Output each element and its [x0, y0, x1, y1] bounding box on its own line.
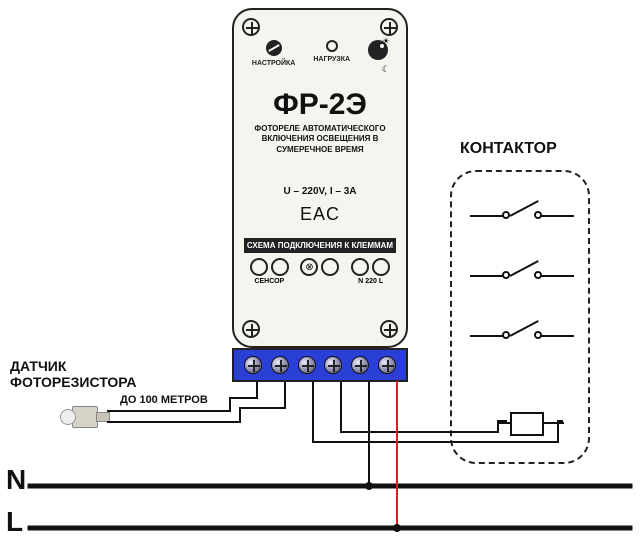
device-controls: НАСТРОЙКА НАГРУЗКА: [234, 40, 406, 67]
terminal-screw: [351, 356, 369, 374]
legend-circle: [250, 258, 268, 276]
adjust-label: НАСТРОЙКА: [252, 60, 295, 67]
device-screw: [242, 320, 260, 338]
terminal-screw: [271, 356, 289, 374]
contactor-switch: [470, 202, 574, 230]
device-description: ФОТОРЕЛЕ АВТОМАТИЧЕСКОГО ВКЛЮЧЕНИЯ ОСВЕЩ…: [246, 124, 394, 155]
legend-sensor: СЕНСОР: [254, 278, 284, 285]
contactor-box: [450, 170, 590, 464]
contactor-label: КОНТАКТОР: [460, 140, 557, 158]
threshold-knob-icon: [368, 40, 388, 60]
terminal-legend: СЕНСОР ⊗ N 220 L: [244, 258, 396, 285]
adjust-potentiometer-icon: [266, 40, 282, 56]
legend-circle: [351, 258, 369, 276]
eac-mark-icon: EAC: [234, 204, 406, 225]
sensor-label: ДАТЧИКФОТОРЕЗИСТОРА: [10, 358, 137, 390]
terminal-screw: [324, 356, 342, 374]
schema-band: СХЕМА ПОДКЛЮЧЕНИЯ К КЛЕММАМ: [244, 238, 396, 253]
n-bus-label: N: [6, 464, 26, 496]
contactor-switch: [470, 322, 574, 350]
device-spec: U – 220V, I – 3A: [234, 186, 406, 197]
legend-circle: [321, 258, 339, 276]
device-screw: [380, 18, 398, 36]
contactor-coil-icon: [510, 412, 544, 436]
contactor-switch: [470, 262, 574, 290]
terminal-block: [232, 348, 408, 382]
terminal-screw: [298, 356, 316, 374]
legend-circle: [372, 258, 390, 276]
terminal-screw: [244, 356, 262, 374]
load-label: НАГРУЗКА: [313, 56, 350, 63]
legend-nvl: N 220 L: [358, 278, 383, 285]
cable-length-label: ДО 100 МЕТРОВ: [120, 394, 208, 406]
photorelay-device: ☀ ☾ НАСТРОЙКА НАГРУЗКА ФР-2Э ФОТОРЕЛЕ АВ…: [232, 8, 408, 348]
terminal-screw: [378, 356, 396, 374]
legend-lamp-icon: ⊗: [300, 258, 318, 276]
coil-lead: [542, 422, 564, 424]
l-bus-label: L: [6, 506, 23, 538]
load-led-icon: [326, 40, 338, 52]
device-screw: [380, 320, 398, 338]
photoresistor-sensor-icon: [60, 406, 110, 428]
device-screw: [242, 18, 260, 36]
device-model: ФР-2Э: [234, 88, 406, 122]
legend-circle: [271, 258, 289, 276]
